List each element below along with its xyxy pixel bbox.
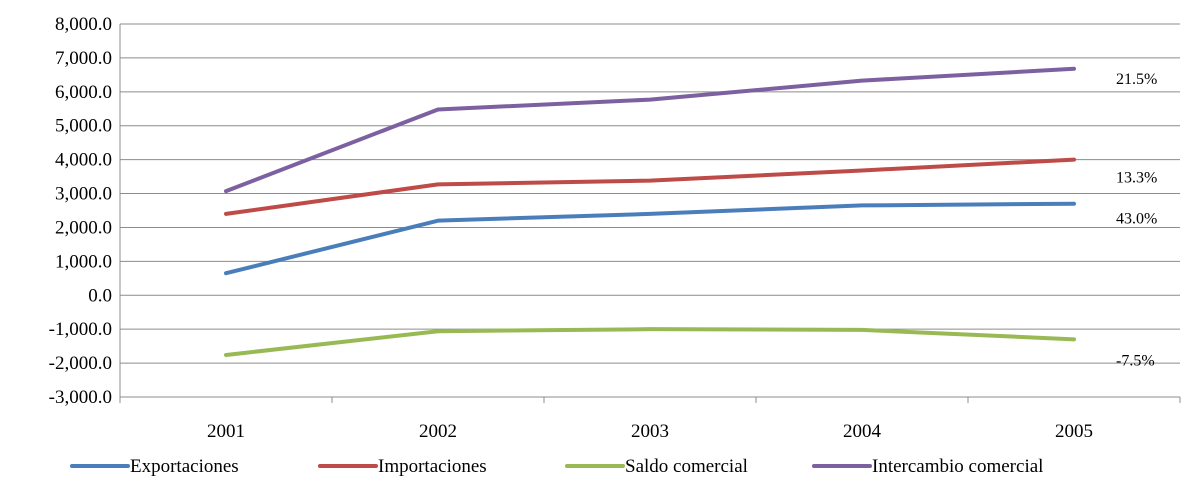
end-label: 21.5% bbox=[1116, 71, 1157, 88]
y-tick-label: 5,000.0 bbox=[55, 116, 112, 137]
x-tick-label: 2005 bbox=[1055, 421, 1093, 442]
y-tick-label: 6,000.0 bbox=[55, 82, 112, 103]
series-line-intercambio-comercial bbox=[224, 66, 1076, 194]
y-tick-label: 7,000.0 bbox=[55, 48, 112, 69]
x-tick-label: 2001 bbox=[207, 421, 245, 442]
end-label: 13.3% bbox=[1116, 170, 1157, 187]
x-tick-label: 2003 bbox=[631, 421, 669, 442]
series-line-saldo-comercial bbox=[224, 327, 1076, 357]
y-tick-label: 0.0 bbox=[88, 285, 112, 306]
end-label: 43.0% bbox=[1116, 211, 1157, 228]
x-axis: 2001 2002 2003 2004 2005 bbox=[119, 397, 1181, 442]
x-tick-label: 2004 bbox=[843, 421, 882, 442]
y-tick-label: 4,000.0 bbox=[55, 150, 112, 171]
y-tick-label: 3,000.0 bbox=[55, 184, 112, 205]
series-lines bbox=[224, 66, 1076, 357]
x-tick-label: 2002 bbox=[419, 421, 457, 442]
gridlines bbox=[119, 23, 1180, 398]
y-tick-label: 2,000.0 bbox=[55, 217, 112, 238]
y-tick-label: 1,000.0 bbox=[55, 251, 112, 272]
y-tick-label: -1,000.0 bbox=[49, 319, 112, 340]
y-axis: 8,000.0 7,000.0 6,000.0 5,000.0 4,000.0 3,000… bbox=[49, 14, 112, 408]
legend: Exportaciones Importaciones Saldo comercia… bbox=[70, 456, 1043, 477]
end-labels: 43.0% 13.3% -7.5% 21.5% bbox=[1116, 71, 1157, 370]
y-tick-label: -2,000.0 bbox=[49, 353, 112, 374]
legend-label: Intercambio comercial bbox=[872, 456, 1043, 477]
end-label: -7.5% bbox=[1116, 352, 1155, 369]
y-tick-label: 8,000.0 bbox=[55, 14, 112, 35]
y-tick-label: -3,000.0 bbox=[49, 387, 112, 408]
legend-label: Saldo comercial bbox=[625, 456, 748, 477]
legend-label: Exportaciones bbox=[130, 456, 239, 477]
legend-label: Importaciones bbox=[378, 456, 487, 477]
series-line-importaciones bbox=[224, 157, 1076, 216]
series-line-exportaciones bbox=[224, 201, 1076, 276]
